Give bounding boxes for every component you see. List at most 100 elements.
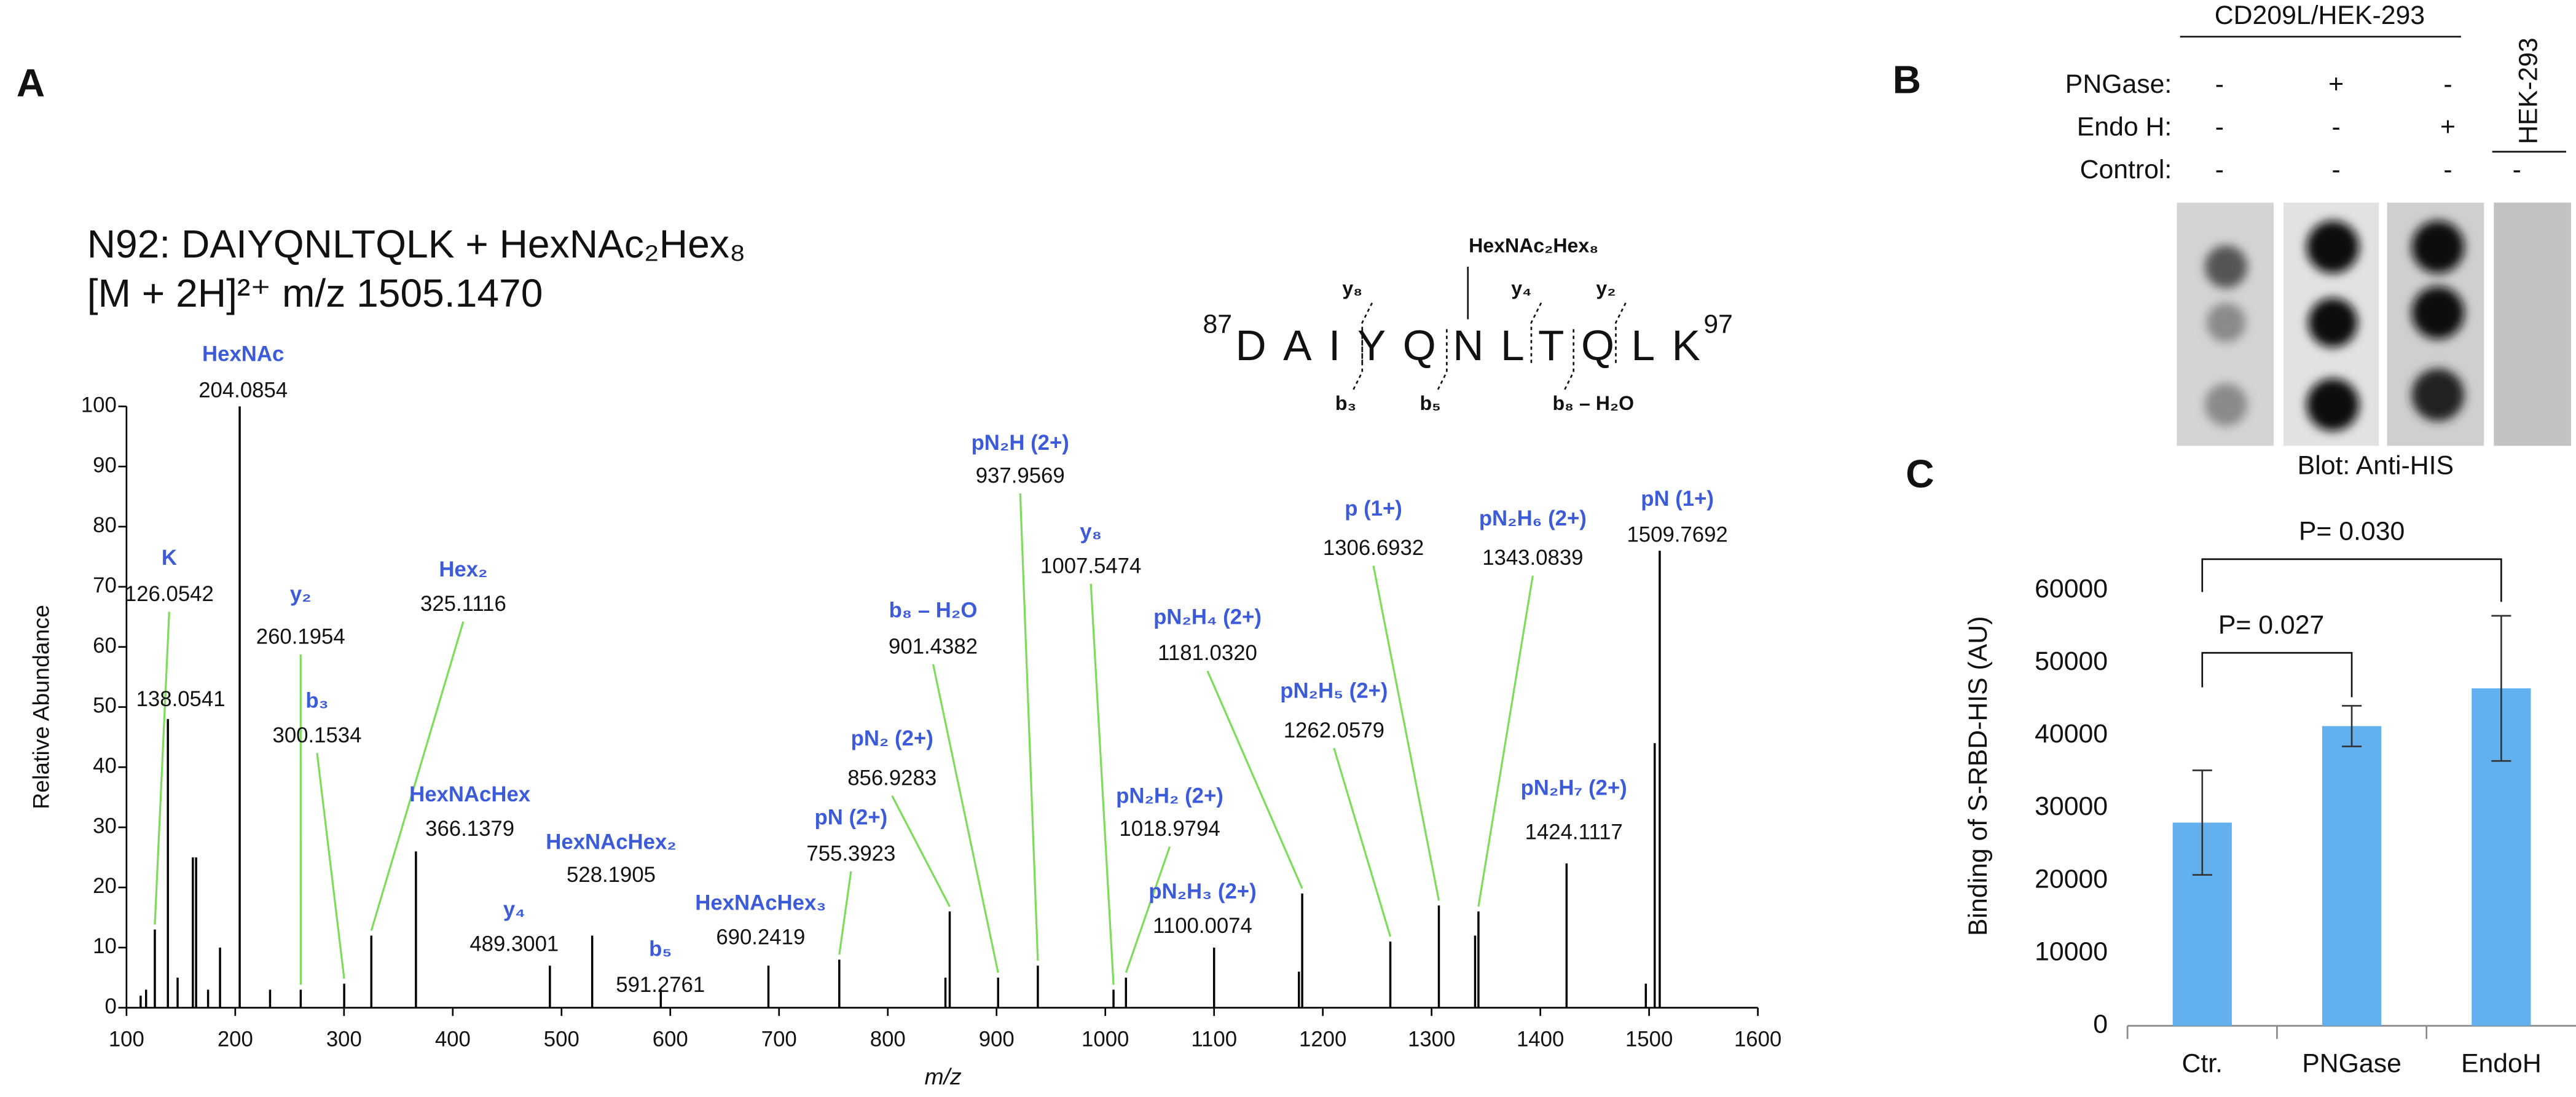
peak-mz-label: 937.9569 [976, 464, 1065, 487]
blot-caption: Blot: Anti-HIS [2298, 450, 2454, 480]
peak-mz-label: 1100.0074 [1153, 914, 1252, 938]
peak-mz-label: 300.1534 [273, 724, 362, 747]
peak-mz-label: 1181.0320 [1158, 642, 1257, 665]
y-tick-label: 80 [93, 514, 117, 537]
y-tick-label: 40000 [2035, 719, 2108, 749]
x-tick-label: 300 [326, 1028, 362, 1051]
peak-label: pN₂H₇ (2+) [1521, 776, 1627, 800]
x-tick-label: 100 [109, 1028, 144, 1051]
peak-mz-label: 755.3923 [806, 842, 895, 865]
treatment-sign: - [2513, 155, 2521, 184]
peak-mz-label: 690.2419 [716, 926, 805, 950]
p-value: P= 0.027 [2218, 610, 2324, 640]
x-tick-label: 1000 [1082, 1028, 1129, 1051]
leader-line [932, 664, 999, 973]
peak-label: HexNAcHex [409, 783, 531, 806]
glycan-label: HexNAc₂Hex₈ [1469, 234, 1598, 256]
x-tick-label: 1600 [1734, 1028, 1781, 1051]
group-label: CD209L/HEK-293 [2215, 1, 2425, 30]
spot [2411, 221, 2465, 273]
y-ion-label: y₈ [1342, 277, 1362, 299]
peak-label: y₄ [503, 898, 525, 921]
error-bar [2342, 705, 2362, 747]
x-tick-label: 400 [435, 1028, 471, 1051]
y-tick-label: 50 [93, 694, 117, 718]
leader-line [1090, 583, 1115, 985]
treatment-sign: - [2332, 112, 2341, 142]
y-ion-cut [1530, 302, 1542, 366]
blot-spots [2204, 221, 2465, 431]
peak-mz-label: 1306.6932 [1323, 537, 1424, 560]
leader-line [1372, 565, 1440, 901]
x-tick-label: Ctr. [2182, 1049, 2223, 1079]
leader-line [838, 871, 852, 955]
bar [2322, 726, 2382, 1026]
treatment-sign: - [2332, 155, 2341, 184]
peak-mz-label: 1343.0839 [1482, 546, 1583, 570]
peak-mz-label: 1018.9794 [1119, 817, 1220, 841]
leader-line [1333, 747, 1392, 937]
peak-label: pN₂H₆ (2+) [1479, 507, 1587, 530]
y-axis-label: Binding of S-RBD-HIS (AU) [1963, 616, 1993, 936]
leader-line [1477, 575, 1534, 907]
y-tick-label: 10000 [2035, 937, 2108, 966]
blot-lane [2494, 202, 2571, 446]
sequence-start: 87 [1203, 310, 1233, 339]
leader-line [1019, 493, 1039, 961]
peak-label: pN₂ (2+) [851, 727, 933, 750]
significance-bracket [2201, 558, 2502, 602]
peak-label: p (1+) [1345, 497, 1402, 521]
x-tick-label: 1100 [1191, 1028, 1237, 1051]
treatment-sign: - [2443, 69, 2452, 99]
peak-label: b₃ [305, 690, 328, 713]
treatment-sign: + [2440, 112, 2456, 142]
error-bar [2491, 615, 2511, 762]
peak-mz-label: 489.3001 [469, 932, 559, 956]
y-ion-label: y₄ [1511, 277, 1531, 299]
treatment-label: PNGase: [2065, 69, 2172, 99]
peak-label: pN (2+) [814, 806, 887, 829]
treatment-label: Endo H: [2077, 112, 2172, 142]
control-cell-label: HEK-293 [2513, 37, 2543, 144]
treatment-sign: + [2328, 69, 2344, 99]
y-tick-label: 0 [2093, 1009, 2108, 1039]
y-ion-label: y₂ [1596, 277, 1616, 299]
peak-mz-label: 1424.1117 [1525, 821, 1623, 844]
peak-mz-label: 126.0542 [125, 583, 214, 606]
peak-label: b₅ [649, 937, 672, 961]
x-tick-label: EndoH [2461, 1049, 2542, 1079]
leader-line [891, 795, 951, 907]
spot [2206, 302, 2246, 342]
spot [2204, 383, 2248, 427]
leader-line [154, 611, 170, 925]
x-tick-label: 900 [979, 1028, 1015, 1051]
treatment-sign: - [2215, 112, 2224, 142]
x-tick-label: 800 [870, 1028, 906, 1051]
panel-label: C [1906, 452, 1934, 496]
x-tick-label: 1200 [1299, 1028, 1346, 1051]
x-tick-label: PNGase [2302, 1049, 2401, 1079]
peak-label: HexNAcHex₃ [695, 891, 826, 914]
y-tick-label: 50000 [2035, 647, 2108, 676]
peak-label: pN₂H₂ (2+) [1116, 785, 1223, 808]
x-tick-label: 500 [544, 1028, 579, 1051]
b-ion-label: b₈ – H₂O [1552, 392, 1634, 414]
leader-line [370, 621, 465, 931]
significance-bracket [2201, 651, 2353, 698]
peak-label: Hex₂ [439, 558, 487, 581]
treatment-label: Control: [2080, 155, 2172, 184]
y-tick-label: 70 [93, 574, 117, 597]
peak-label: K [162, 546, 177, 570]
spot [2204, 245, 2248, 288]
y-tick-label: 0 [104, 995, 116, 1018]
peak-mz-label: 204.0854 [198, 379, 288, 402]
peak-mz-label: 1509.7692 [1627, 524, 1727, 547]
y-axis-label: Relative Abundance [28, 605, 53, 809]
peak-label: HexNAc [202, 343, 284, 366]
x-tick-label: 700 [761, 1028, 797, 1051]
x-tick-label: 1400 [1517, 1028, 1564, 1051]
y-tick-label: 60 [93, 634, 117, 658]
leader-line [1206, 670, 1303, 889]
y-tick-label: 90 [93, 454, 117, 477]
